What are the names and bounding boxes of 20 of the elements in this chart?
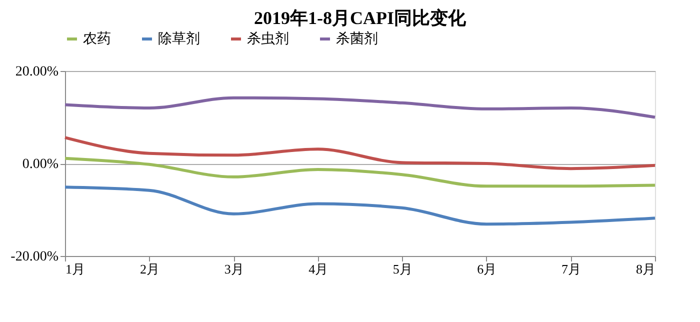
x-tick-label: 4月 xyxy=(308,262,328,276)
x-tick-label: 8月 xyxy=(636,262,656,276)
y-tick-label: -20.00% xyxy=(10,250,59,264)
x-tick-label: 5月 xyxy=(392,262,412,276)
x-tick-label: 6月 xyxy=(477,262,497,276)
x-tick-label: 7月 xyxy=(561,262,581,276)
x-tick-label: 1月 xyxy=(66,262,85,276)
line-series xyxy=(64,186,656,226)
legend-label: 杀虫剂 xyxy=(247,31,289,47)
line-series xyxy=(64,156,656,188)
line-series xyxy=(64,96,656,119)
x-tick-label: 2月 xyxy=(140,262,160,276)
legend-label: 杀菌剂 xyxy=(336,31,378,47)
chart-title: 2019年1-8月CAPI同比变化 xyxy=(254,8,467,28)
legend-label: 除草剂 xyxy=(158,31,200,47)
x-tick-label: 3月 xyxy=(224,262,244,276)
legend-label: 农药 xyxy=(83,31,111,47)
y-tick-label: 20.00% xyxy=(15,64,59,80)
y-tick-label: 0.00% xyxy=(22,157,59,172)
line-series xyxy=(64,136,656,170)
